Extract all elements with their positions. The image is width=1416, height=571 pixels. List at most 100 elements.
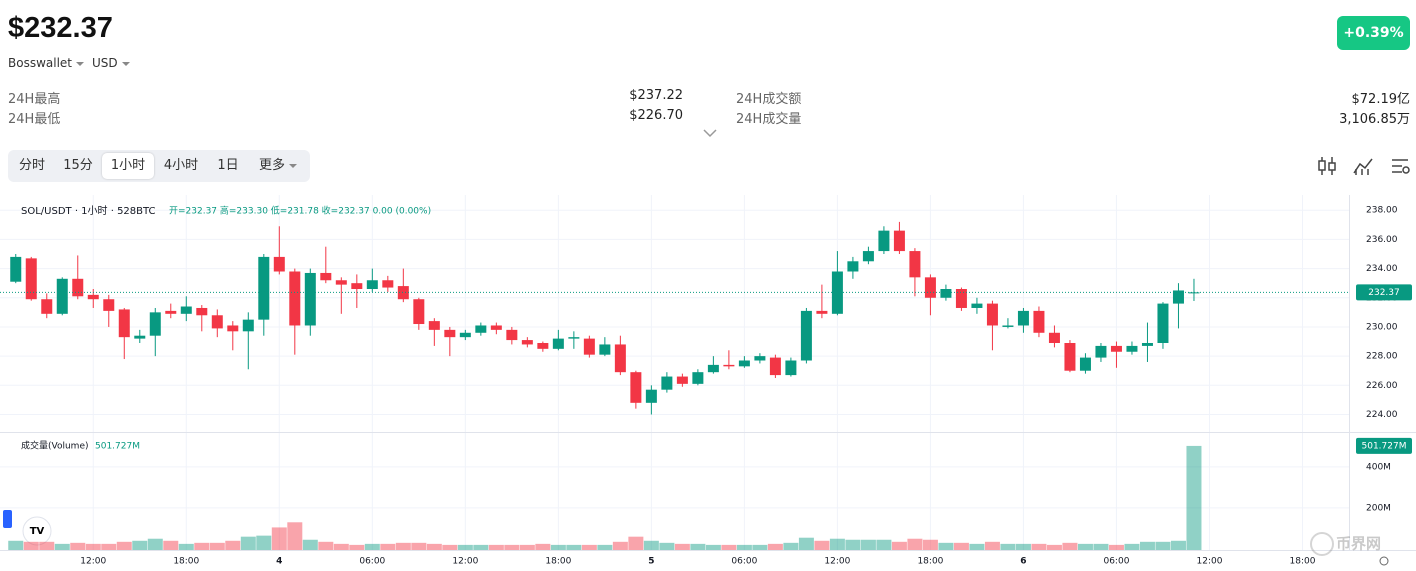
volume-bar [1046, 544, 1062, 550]
candle-body [614, 344, 626, 373]
candle-body [986, 303, 998, 326]
expand-icon[interactable] [702, 128, 718, 138]
y-tick-label: 224.00 [1366, 410, 1398, 420]
candle-body [878, 230, 890, 252]
x-tick-label: 06:00 [359, 557, 385, 567]
y2-tick-label: 400M [1366, 462, 1391, 472]
candle-body [583, 338, 595, 355]
panel-toggle[interactable] [3, 510, 12, 528]
candle-body [444, 329, 456, 338]
candle-icon[interactable] [1318, 157, 1336, 175]
candle-body [1126, 345, 1138, 352]
stat-value: $237.22 [629, 88, 683, 103]
volume-bar [457, 544, 473, 550]
candle-body [382, 280, 394, 288]
change-badge: +0.39% [1337, 16, 1410, 50]
tab[interactable]: 1小时 [102, 153, 154, 179]
volume-bar [566, 544, 582, 550]
volume-bar [767, 543, 783, 550]
volume-bar [411, 542, 427, 550]
candle-body [118, 309, 130, 338]
volume-bar [829, 538, 845, 550]
candle-body [661, 376, 673, 390]
tab[interactable]: 4小时 [163, 158, 199, 173]
tab[interactable]: 1日 [217, 158, 239, 173]
volume-bar [643, 540, 659, 550]
stat-value: $226.70 [629, 108, 683, 123]
volume-bar [876, 539, 892, 550]
volume-bar [23, 541, 39, 550]
candle-body [1033, 310, 1045, 333]
watermark-text: 币界网 [1336, 535, 1381, 553]
chart: SOL/USDT · 1小时 · 528BTC 开=232.37 高=233.3… [0, 195, 1416, 567]
candle-body [1079, 357, 1091, 371]
volume-bar [225, 540, 241, 550]
settings-icon[interactable] [1392, 159, 1410, 174]
stat-label: 24H成交额 [736, 92, 802, 107]
candle-body [1188, 292, 1200, 294]
candle-body [413, 299, 425, 325]
stat-label: 24H最低 [8, 112, 61, 127]
x-tick-label: 12:00 [452, 557, 478, 567]
volume-bar [426, 543, 442, 550]
source-select[interactable]: Bosswallet [8, 56, 85, 70]
candle-body [1110, 345, 1122, 352]
symbol: SOL/USDT · 1小时 · 528BTC [21, 205, 156, 217]
candle-body [800, 310, 812, 361]
candle-body [1095, 345, 1107, 358]
candle-body [738, 360, 750, 367]
volume-bar [953, 542, 969, 550]
currency-select[interactable]: USD [92, 56, 130, 70]
candle-body [273, 256, 285, 272]
volume-bar [473, 544, 489, 550]
tab[interactable]: 15分 [63, 158, 93, 173]
candle-body [521, 340, 533, 345]
stat-label: 24H成交量 [736, 112, 802, 127]
volume-bar [488, 544, 504, 550]
volume-bar [163, 540, 179, 550]
x-tick-label: 18:00 [173, 557, 199, 567]
candle-body [41, 299, 53, 314]
x-tick-label: 06:00 [1103, 557, 1129, 567]
volume-bar [1093, 543, 1109, 550]
line-icon[interactable] [1353, 158, 1373, 175]
volume-bar [271, 527, 287, 550]
candle-body [552, 338, 564, 349]
volume-bar [380, 543, 396, 550]
volume-bar [1108, 544, 1124, 550]
volume-bar [395, 542, 411, 550]
candle-body [1172, 290, 1184, 304]
volume-bar [116, 541, 132, 550]
stat-value: $72.19亿 [1351, 92, 1411, 107]
volume-bar [147, 538, 163, 550]
y2-tick-label: 200M [1366, 503, 1391, 513]
volume-bar [333, 543, 349, 550]
candle-body [134, 335, 146, 339]
volume-bar [798, 537, 814, 550]
volume-bar [938, 542, 954, 550]
x-tick-label: 12:00 [824, 557, 850, 567]
volume-bar [54, 543, 70, 550]
candle-body [149, 312, 161, 336]
volume-bar [1170, 540, 1186, 550]
volume-bar [209, 542, 225, 550]
volume-bar [752, 544, 768, 550]
candle-body [909, 251, 921, 278]
candle-body [103, 299, 115, 311]
volume-bar [891, 541, 907, 550]
candle-body [645, 389, 657, 403]
y-tick-label: 238.00 [1366, 206, 1398, 216]
tab[interactable]: 分时 [18, 158, 45, 173]
candle-body [971, 303, 983, 308]
volume-marker: 501.727M [1362, 441, 1407, 451]
y-tick-label: 228.00 [1366, 352, 1398, 362]
tab[interactable]: 更多 [250, 153, 306, 179]
timezone-icon[interactable] [1379, 556, 1389, 566]
volume-legend: 501.727M [95, 442, 140, 452]
volume-bar [597, 544, 613, 550]
candle-body [1064, 342, 1076, 371]
volume-title: 成交量(Volume) [21, 440, 89, 452]
candle-body [862, 251, 874, 262]
x-tick-label: 12:00 [1197, 557, 1223, 567]
x-tick-label: 18:00 [545, 557, 571, 567]
